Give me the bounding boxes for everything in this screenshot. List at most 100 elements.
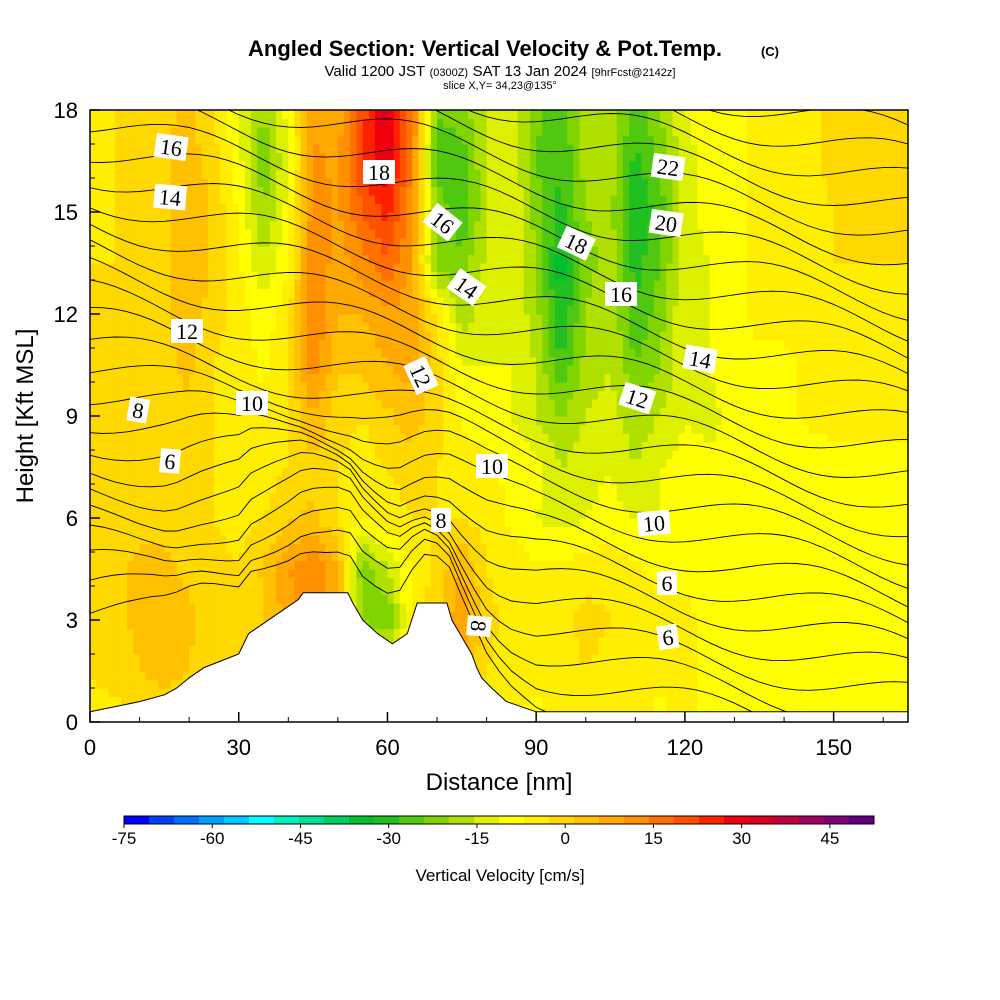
velocity-cell [362, 543, 370, 553]
velocity-cell [505, 331, 512, 341]
velocity-cell [151, 110, 159, 120]
velocity-cell [337, 220, 345, 230]
velocity-cell [127, 305, 134, 315]
velocity-cell [387, 263, 395, 273]
velocity-cell [164, 399, 172, 409]
velocity-cell [474, 348, 482, 358]
velocity-cell [114, 390, 122, 400]
velocity-cell [182, 620, 190, 630]
velocity-cell [251, 365, 258, 375]
velocity-cell [275, 450, 283, 460]
velocity-cell [182, 586, 190, 596]
velocity-cell [418, 220, 426, 230]
velocity-cell [294, 475, 302, 485]
velocity-cell [375, 127, 382, 137]
velocity-cell [108, 399, 116, 409]
velocity-cell [145, 356, 153, 366]
velocity-cell [449, 373, 457, 383]
velocity-cell [201, 603, 209, 613]
velocity-cell [300, 246, 308, 256]
velocity-cell [455, 399, 463, 409]
velocity-cell [375, 501, 382, 511]
velocity-cell [232, 424, 240, 434]
velocity-cell [443, 475, 451, 485]
velocity-cell [492, 322, 500, 332]
velocity-cell [406, 526, 413, 536]
velocity-cell [176, 628, 184, 638]
velocity-cell [158, 611, 165, 621]
velocity-cell [430, 297, 438, 307]
velocity-cell [244, 331, 252, 341]
velocity-cell [319, 441, 327, 451]
velocity-cell [313, 331, 320, 341]
velocity-cell [375, 586, 382, 596]
velocity-cell [133, 135, 141, 145]
velocity-cell [505, 696, 512, 706]
velocity-cell [120, 484, 128, 494]
velocity-cell [145, 305, 153, 315]
velocity-cell [238, 203, 246, 213]
velocity-cell [102, 637, 110, 647]
velocity-cell [474, 263, 482, 273]
velocity-cell [480, 169, 488, 179]
velocity-cell [139, 518, 147, 528]
velocity-cell [461, 186, 469, 196]
velocity-cell [244, 577, 252, 587]
velocity-cell [275, 577, 283, 587]
velocity-cell [368, 543, 376, 553]
velocity-cell [257, 603, 265, 613]
velocity-cell [499, 628, 506, 638]
velocity-cell [468, 322, 475, 332]
velocity-cell [90, 280, 97, 290]
velocity-cell [362, 297, 370, 307]
velocity-cell [368, 509, 376, 519]
velocity-cell [145, 161, 153, 171]
velocity-cell [325, 407, 333, 417]
velocity-cell [381, 220, 389, 230]
velocity-cell [244, 484, 252, 494]
velocity-cell [399, 441, 407, 451]
velocity-cell [195, 662, 203, 672]
velocity-cell [443, 569, 451, 579]
velocity-cell [90, 526, 97, 536]
velocity-cell [368, 288, 376, 298]
velocity-cell [220, 229, 227, 239]
velocity-cell [151, 331, 159, 341]
velocity-cell [418, 399, 426, 409]
velocity-cell [220, 628, 227, 638]
velocity-cell [474, 577, 482, 587]
velocity-cell [164, 365, 172, 375]
velocity-cell [213, 654, 221, 664]
velocity-cell [96, 535, 103, 545]
velocity-cell [511, 399, 519, 409]
velocity-cell [114, 339, 122, 349]
velocity-cell [499, 305, 506, 315]
velocity-cell [344, 569, 351, 579]
velocity-cell [443, 195, 451, 205]
velocity-cell [213, 467, 221, 477]
velocity-cell [269, 297, 277, 307]
velocity-cell [480, 237, 488, 247]
velocity-cell [387, 144, 395, 154]
velocity-cell [418, 331, 426, 341]
velocity-cell [120, 637, 128, 647]
velocity-cell [505, 492, 512, 502]
velocity-cell [120, 169, 128, 179]
velocity-cell [207, 263, 215, 273]
velocity-cell [486, 560, 494, 570]
velocity-cell [306, 586, 314, 596]
velocity-cell [331, 127, 339, 137]
velocity-cell [375, 237, 382, 247]
velocity-cell [499, 552, 506, 562]
velocity-cell [331, 246, 339, 256]
velocity-cell [120, 297, 128, 307]
velocity-cell [412, 229, 420, 239]
velocity-cell [468, 543, 475, 553]
velocity-cell [511, 509, 519, 519]
velocity-cell [127, 152, 134, 162]
velocity-cell [319, 399, 327, 409]
velocity-cell [96, 433, 103, 443]
velocity-cell [375, 620, 382, 630]
velocity-cell [164, 552, 172, 562]
velocity-cell [449, 144, 457, 154]
